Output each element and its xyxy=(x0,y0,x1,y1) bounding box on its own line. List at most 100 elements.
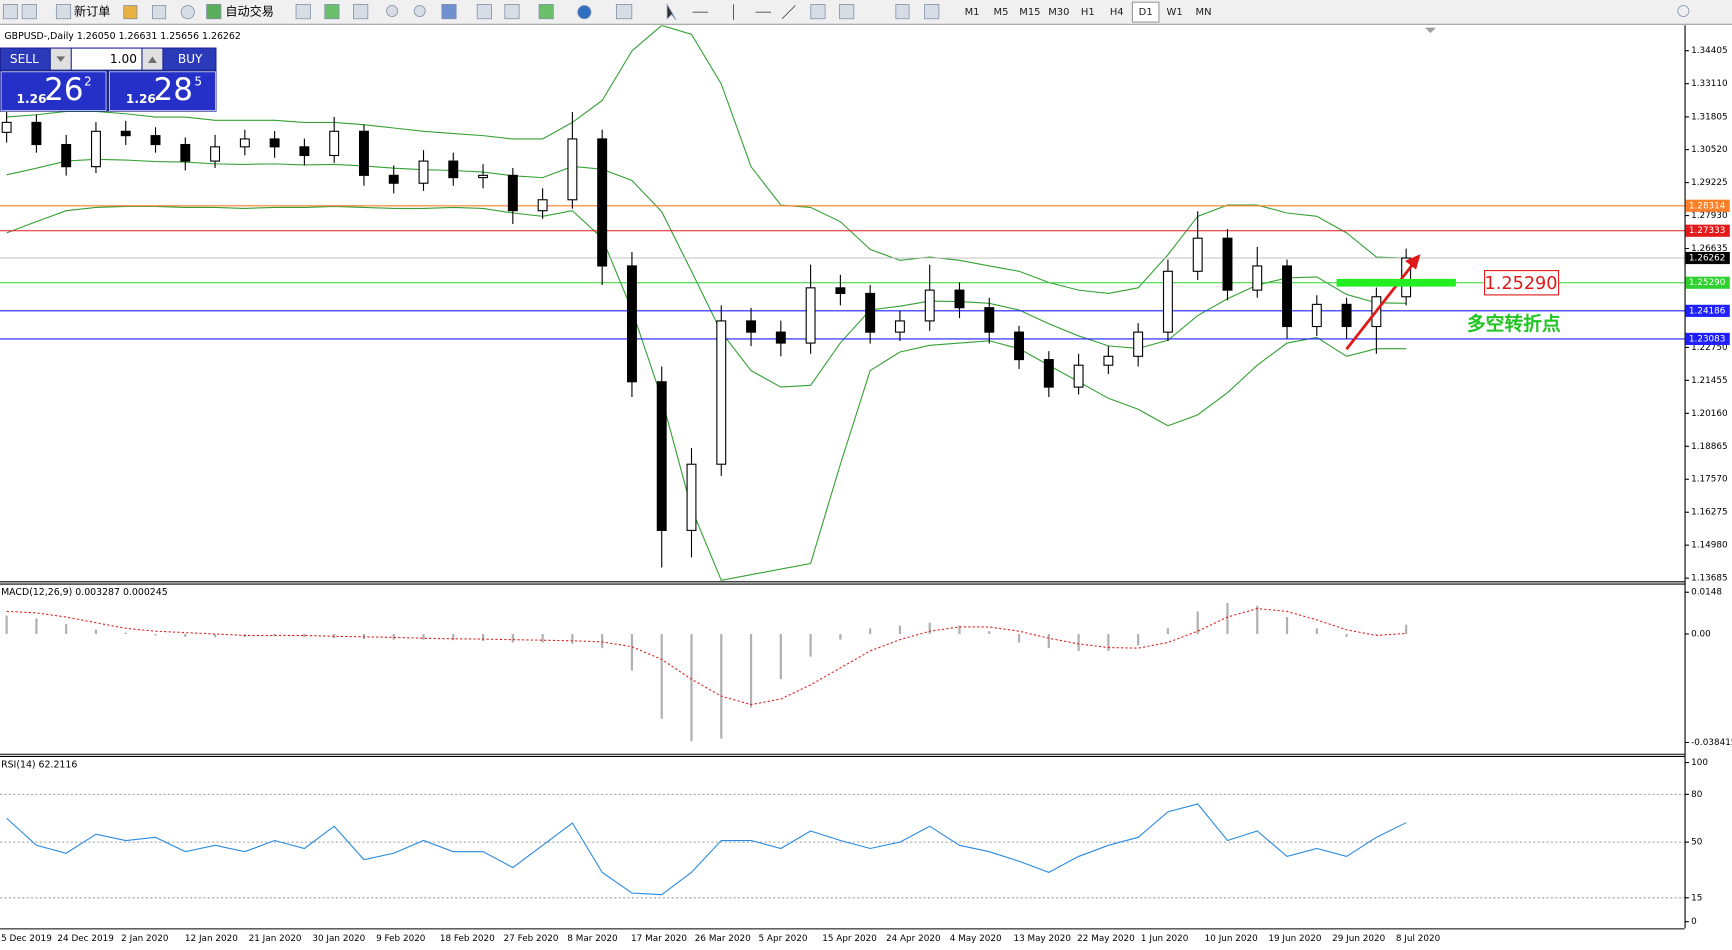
y-tick-label: 1.22750 xyxy=(1691,343,1728,353)
macd-bar xyxy=(481,634,485,642)
icon[interactable] xyxy=(353,4,369,20)
x-tick-label: 10 Jun 2020 xyxy=(1205,934,1258,944)
x-tick-label: 8 Jul 2020 xyxy=(1396,934,1441,944)
price-plot xyxy=(0,25,1685,581)
icon[interactable] xyxy=(538,4,554,20)
chart-title: GBPUSD-,Daily 1.26050 1.26631 1.25656 1.… xyxy=(4,31,240,42)
cursor-tool[interactable] xyxy=(666,2,677,21)
timeframe-button[interactable]: H4 xyxy=(1110,7,1124,18)
bid-frac: 2 xyxy=(84,74,92,88)
x-tick-label: 22 May 2020 xyxy=(1077,934,1135,944)
lots-input[interactable] xyxy=(71,48,142,70)
timeframe-button[interactable]: D1 xyxy=(1139,7,1153,18)
candle-body xyxy=(567,138,578,201)
x-tick-label: 24 Apr 2020 xyxy=(886,934,941,944)
macd-bar xyxy=(720,634,723,739)
x-tick-label: 18 Feb 2020 xyxy=(440,934,495,944)
y-tick-label: 1.27930 xyxy=(1691,211,1728,221)
candle-body xyxy=(924,289,935,322)
y-tick-label: 1.34405 xyxy=(1691,46,1728,56)
candle-body xyxy=(120,130,131,137)
icon[interactable] xyxy=(180,5,195,20)
last-price-box xyxy=(1685,251,1730,265)
auto-trading-icon[interactable] xyxy=(206,4,222,20)
zoom-out[interactable] xyxy=(413,5,426,17)
rsi-line xyxy=(6,803,1407,896)
shift-marker xyxy=(1424,27,1436,34)
macd-bar xyxy=(1285,617,1289,635)
timeframe-button[interactable]: W1 xyxy=(1167,7,1183,18)
trendline-tool[interactable] xyxy=(781,5,796,20)
ask-box[interactable] xyxy=(109,71,216,111)
level-label-box xyxy=(1685,224,1730,237)
timeframe-bar: M1 M5 M15 M30 H1 H4 D1 W1 MN xyxy=(965,1,1212,23)
new-order-label[interactable]: 新订单 xyxy=(74,4,110,19)
icon[interactable] xyxy=(21,4,37,20)
icon[interactable] xyxy=(476,4,492,20)
icon[interactable] xyxy=(895,4,910,20)
candle-body xyxy=(984,307,995,333)
auto-trading-label[interactable]: 自动交易 xyxy=(225,4,274,19)
icon[interactable] xyxy=(2,4,19,20)
x-tick-label: 19 Jun 2020 xyxy=(1268,934,1321,944)
y-tick-label: 100 xyxy=(1691,758,1708,768)
timeframe-button[interactable]: M30 xyxy=(1048,7,1069,18)
buy-button[interactable] xyxy=(163,48,216,70)
lots-value[interactable]: 1.00 xyxy=(110,52,137,66)
candle-body xyxy=(1043,359,1054,388)
candle-body xyxy=(894,320,905,333)
x-tick-label: 29 Jun 2020 xyxy=(1332,934,1385,944)
y-tick-label: 0.00 xyxy=(1691,630,1711,640)
icon[interactable] xyxy=(810,4,826,20)
macd-bar xyxy=(690,634,693,742)
icon[interactable] xyxy=(615,4,633,20)
turning-point-note: 多空转折点 xyxy=(1467,312,1561,335)
candle-body xyxy=(1103,355,1114,366)
sell-button[interactable] xyxy=(1,48,50,70)
timeframe-button[interactable]: M15 xyxy=(1019,7,1040,18)
ask-pips: 28 xyxy=(154,72,193,108)
icon[interactable] xyxy=(839,4,855,20)
icon[interactable] xyxy=(123,5,138,20)
zoom-in[interactable] xyxy=(386,5,399,17)
icon[interactable] xyxy=(924,4,940,20)
macd-bar xyxy=(988,631,991,635)
icon[interactable] xyxy=(152,5,167,20)
timeframe-button[interactable]: MN xyxy=(1196,7,1212,18)
y-tick-label: 1.20160 xyxy=(1691,409,1728,419)
candle-body xyxy=(686,463,697,531)
candle-body xyxy=(1192,237,1203,272)
macd-bar xyxy=(1196,611,1199,635)
buy-label[interactable]: BUY xyxy=(178,52,203,66)
candle-body xyxy=(418,160,429,184)
y-tick-label: 0 xyxy=(1691,917,1697,927)
candle-body xyxy=(210,146,221,162)
icon[interactable] xyxy=(441,4,457,20)
y-tick-label: 1.14980 xyxy=(1691,541,1728,551)
x-tick-label: 2 Jan 2020 xyxy=(121,934,169,944)
ask-frac: 5 xyxy=(194,74,202,88)
sell-label[interactable]: SELL xyxy=(10,52,39,66)
candle-body xyxy=(1073,364,1084,388)
search[interactable] xyxy=(1677,5,1690,17)
turning-point-bar xyxy=(1336,278,1456,287)
timeframe-button[interactable]: H1 xyxy=(1081,7,1095,18)
macd-bar xyxy=(869,628,872,635)
macd-bar xyxy=(1107,634,1110,651)
macd-bar xyxy=(392,634,395,640)
x-tick-label: 30 Jan 2020 xyxy=(312,934,365,944)
macd-bar xyxy=(154,634,157,636)
new-order-icon[interactable] xyxy=(55,4,72,20)
bid-box[interactable] xyxy=(0,71,107,111)
x-tick-label: 8 Mar 2020 xyxy=(567,934,618,944)
timeframe-button[interactable]: M1 xyxy=(965,7,980,18)
timeframe-button[interactable]: M5 xyxy=(994,7,1009,18)
icon[interactable] xyxy=(324,4,340,20)
icon[interactable] xyxy=(295,4,311,20)
icon[interactable] xyxy=(577,5,592,20)
icon[interactable] xyxy=(504,4,520,20)
x-tick-label: 24 Dec 2019 xyxy=(57,934,113,944)
candle-body xyxy=(61,143,72,168)
macd-bar xyxy=(1315,628,1318,635)
macd-bar xyxy=(65,624,68,635)
